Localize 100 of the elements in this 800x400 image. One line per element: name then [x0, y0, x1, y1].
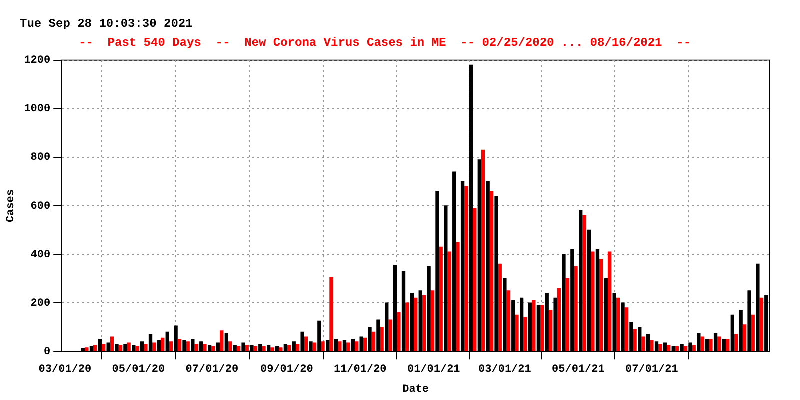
y-tick-label: 0: [44, 346, 51, 358]
bar: [406, 302, 410, 352]
bar: [439, 246, 443, 352]
bar: [254, 346, 258, 352]
bar: [321, 342, 325, 352]
y-tick-label: 1200: [24, 55, 51, 68]
bar: [734, 334, 738, 352]
bar: [540, 305, 544, 352]
y-tick-label: 400: [30, 249, 51, 262]
bar: [338, 342, 342, 352]
bar: [591, 252, 595, 352]
y-tick-label: 800: [30, 152, 51, 164]
bar: [94, 345, 98, 352]
bar: [118, 345, 122, 352]
bar: [650, 340, 654, 352]
bar: [481, 150, 486, 352]
bar: [608, 252, 612, 352]
bar: [330, 277, 334, 352]
x-axis-title: Date: [402, 384, 430, 396]
bar: [245, 345, 249, 352]
bar: [666, 345, 671, 352]
bar: [127, 342, 131, 352]
bar: [700, 336, 704, 352]
bar: [279, 348, 283, 352]
bar: [430, 290, 434, 352]
bar: [675, 346, 680, 352]
x-tick-label: 05/01/21: [552, 364, 606, 376]
y-tick-label: 600: [30, 200, 51, 213]
bar: [498, 264, 502, 352]
bar: [236, 346, 241, 352]
bar: [600, 259, 604, 352]
bar: [532, 300, 536, 352]
bar: [270, 348, 274, 352]
y-axis-title: Cases: [5, 189, 18, 223]
bar: [557, 288, 561, 352]
bar: [742, 324, 747, 352]
bar: [506, 290, 510, 352]
bar: [718, 336, 722, 352]
bar: [312, 342, 316, 352]
bar: [287, 345, 292, 352]
x-tick-label: 03/01/21: [478, 364, 532, 376]
text: Tue Sep 28 10:03:30 2021: [20, 17, 193, 31]
bar: [363, 338, 368, 352]
bar: [524, 317, 528, 352]
x-tick-label: 03/01/20: [38, 364, 92, 376]
bar: [414, 298, 418, 352]
bar: [152, 342, 156, 352]
bar: [490, 191, 494, 352]
y-tick-label: 200: [30, 298, 51, 310]
bar: [169, 342, 174, 352]
bar: [751, 314, 755, 352]
bar: [473, 208, 477, 352]
x-tick-label: 07/01/21: [626, 364, 679, 376]
bar: [692, 345, 696, 352]
bar: [422, 295, 426, 352]
bar: [178, 339, 182, 352]
bar: [709, 339, 713, 352]
bar: [456, 242, 460, 352]
bar: [397, 312, 401, 352]
bar: [548, 310, 553, 352]
y-tick-label: 1000: [24, 104, 51, 116]
bar: [616, 298, 620, 352]
bar: [388, 320, 392, 352]
bar: [566, 278, 570, 352]
bar: [194, 344, 198, 352]
bar: [624, 308, 628, 352]
bar: [582, 215, 586, 352]
bar: [212, 346, 216, 352]
bar: [354, 342, 359, 352]
bar: [684, 346, 688, 352]
bar: [380, 327, 384, 352]
bar: [726, 339, 730, 352]
bar: [633, 329, 637, 352]
bar: [464, 186, 468, 352]
x-tick-label: 07/01/20: [186, 364, 239, 376]
bar: [228, 342, 232, 352]
bar: [346, 342, 350, 352]
bar: [203, 344, 207, 352]
bar: [760, 298, 764, 352]
bar: [372, 332, 376, 352]
bar: [262, 346, 266, 352]
bar: [136, 346, 140, 352]
x-tick-label: 01/01/21: [407, 364, 461, 376]
bar: [642, 336, 646, 352]
bar: [160, 338, 165, 352]
bar: [85, 348, 89, 352]
x-tick-label: 05/01/20: [112, 364, 166, 376]
bar: [186, 342, 190, 352]
bar: [448, 252, 452, 352]
x-tick-label: 09/01/20: [260, 364, 314, 376]
bar: [515, 314, 519, 352]
bar: [144, 344, 148, 352]
x-tick-label: 11/01/20: [334, 364, 387, 376]
bar: [574, 266, 578, 352]
chart-title: -- Past 540 Days -- New Corona Virus Cases in ME -- 02/25/2020 ... 08/16/2021 --: [78, 36, 692, 50]
bar: [658, 344, 662, 352]
bar: [110, 336, 114, 352]
bar: [296, 344, 300, 352]
bar: [102, 344, 106, 352]
bar: [304, 336, 308, 352]
